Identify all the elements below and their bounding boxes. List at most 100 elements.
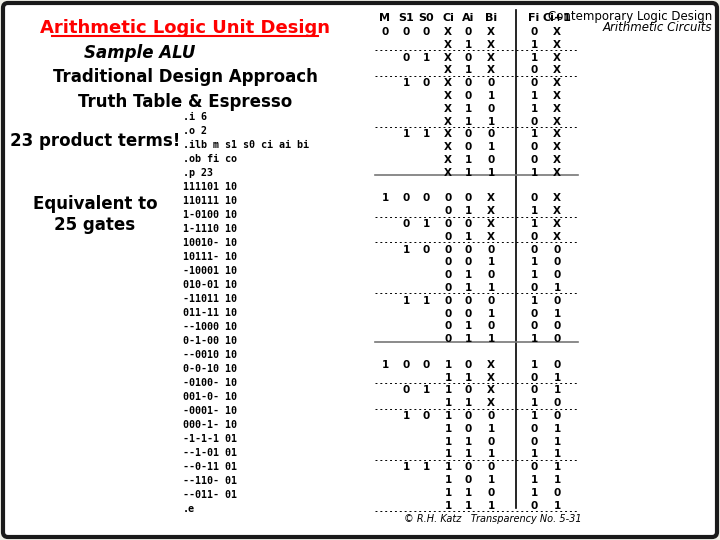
Text: 23 product terms!: 23 product terms! bbox=[10, 132, 180, 150]
Text: Equivalent to
25 gates: Equivalent to 25 gates bbox=[32, 195, 157, 234]
Text: 1: 1 bbox=[487, 117, 495, 126]
Text: 0: 0 bbox=[444, 245, 451, 254]
Text: 0: 0 bbox=[444, 206, 451, 216]
Text: 1: 1 bbox=[531, 449, 538, 460]
Text: 0: 0 bbox=[464, 296, 472, 306]
Text: M: M bbox=[379, 13, 390, 23]
Text: 0: 0 bbox=[487, 78, 495, 88]
Text: 1: 1 bbox=[554, 462, 561, 472]
Text: X: X bbox=[553, 206, 561, 216]
Text: Fi: Fi bbox=[528, 13, 539, 23]
Text: 1: 1 bbox=[444, 437, 451, 447]
Text: --0-11 01: --0-11 01 bbox=[183, 462, 237, 472]
Text: 1: 1 bbox=[554, 501, 561, 511]
Text: 0: 0 bbox=[554, 270, 561, 280]
Text: 0: 0 bbox=[531, 193, 538, 204]
Text: 1: 1 bbox=[531, 411, 538, 421]
Text: 1: 1 bbox=[464, 168, 472, 178]
Text: 0: 0 bbox=[464, 219, 472, 229]
Text: 1: 1 bbox=[464, 283, 472, 293]
Text: 000-1- 10: 000-1- 10 bbox=[183, 420, 237, 430]
Text: X: X bbox=[553, 78, 561, 88]
Text: 0: 0 bbox=[402, 219, 410, 229]
Text: 110111 10: 110111 10 bbox=[183, 196, 237, 206]
Text: .p 23: .p 23 bbox=[183, 168, 213, 178]
Text: 0: 0 bbox=[487, 488, 495, 498]
Text: X: X bbox=[444, 104, 452, 114]
Text: -11011 10: -11011 10 bbox=[183, 294, 237, 304]
Text: 1-1110 10: 1-1110 10 bbox=[183, 224, 237, 234]
Text: 0: 0 bbox=[531, 27, 538, 37]
Text: 1: 1 bbox=[464, 449, 472, 460]
Text: 0: 0 bbox=[487, 130, 495, 139]
Text: X: X bbox=[487, 398, 495, 408]
Text: S0: S0 bbox=[418, 13, 434, 23]
Text: 0: 0 bbox=[402, 360, 410, 370]
Text: X: X bbox=[444, 91, 452, 101]
Text: 1: 1 bbox=[531, 168, 538, 178]
Text: 10010- 10: 10010- 10 bbox=[183, 238, 237, 248]
Text: 0: 0 bbox=[531, 386, 538, 395]
Text: X: X bbox=[487, 219, 495, 229]
Text: 111101 10: 111101 10 bbox=[183, 182, 237, 192]
Text: 0: 0 bbox=[531, 437, 538, 447]
Text: -10001 10: -10001 10 bbox=[183, 266, 237, 276]
Text: 0: 0 bbox=[423, 78, 430, 88]
Text: 1: 1 bbox=[464, 501, 472, 511]
Text: 0: 0 bbox=[464, 411, 472, 421]
Text: 0: 0 bbox=[464, 193, 472, 204]
Text: 0-0-10 10: 0-0-10 10 bbox=[183, 364, 237, 374]
Text: 0: 0 bbox=[554, 411, 561, 421]
Text: 0: 0 bbox=[423, 411, 430, 421]
Text: Ci: Ci bbox=[442, 13, 454, 23]
Text: 0: 0 bbox=[464, 475, 472, 485]
Text: X: X bbox=[444, 130, 452, 139]
Text: 1: 1 bbox=[531, 206, 538, 216]
Text: 1: 1 bbox=[423, 296, 430, 306]
Text: 1: 1 bbox=[554, 475, 561, 485]
Text: 010-01 10: 010-01 10 bbox=[183, 280, 237, 290]
Text: 1: 1 bbox=[531, 130, 538, 139]
Text: 1: 1 bbox=[464, 270, 472, 280]
Text: 0: 0 bbox=[554, 321, 561, 332]
Text: 0: 0 bbox=[402, 27, 410, 37]
Text: 0: 0 bbox=[531, 373, 538, 383]
Text: Ci+1: Ci+1 bbox=[543, 13, 572, 23]
Text: 0: 0 bbox=[554, 296, 561, 306]
Text: X: X bbox=[553, 219, 561, 229]
Text: 0: 0 bbox=[487, 104, 495, 114]
Text: 1: 1 bbox=[444, 411, 451, 421]
Text: 0: 0 bbox=[464, 462, 472, 472]
Text: 1: 1 bbox=[464, 321, 472, 332]
Text: 0: 0 bbox=[444, 296, 451, 306]
Text: 1: 1 bbox=[464, 437, 472, 447]
Text: 1: 1 bbox=[487, 142, 495, 152]
Text: 1: 1 bbox=[531, 296, 538, 306]
Text: 0: 0 bbox=[554, 258, 561, 267]
Text: X: X bbox=[487, 232, 495, 242]
Text: 1: 1 bbox=[554, 283, 561, 293]
Text: 1: 1 bbox=[464, 232, 472, 242]
Text: 1: 1 bbox=[464, 104, 472, 114]
Text: 0: 0 bbox=[402, 52, 410, 63]
Text: 1: 1 bbox=[402, 78, 410, 88]
Text: 0: 0 bbox=[464, 130, 472, 139]
Text: 1: 1 bbox=[487, 501, 495, 511]
Text: X: X bbox=[553, 130, 561, 139]
Text: 0: 0 bbox=[531, 424, 538, 434]
Text: 0: 0 bbox=[554, 360, 561, 370]
Text: 1: 1 bbox=[402, 296, 410, 306]
Text: 0: 0 bbox=[487, 155, 495, 165]
Text: 1: 1 bbox=[487, 168, 495, 178]
Text: X: X bbox=[553, 117, 561, 126]
Text: 0: 0 bbox=[531, 245, 538, 254]
Text: 1: 1 bbox=[464, 488, 472, 498]
Text: 0: 0 bbox=[487, 437, 495, 447]
Text: 1: 1 bbox=[487, 91, 495, 101]
Text: 1: 1 bbox=[464, 206, 472, 216]
Text: .o 2: .o 2 bbox=[183, 126, 207, 136]
Text: X: X bbox=[553, 52, 561, 63]
Text: 0: 0 bbox=[382, 27, 389, 37]
Text: 0: 0 bbox=[423, 27, 430, 37]
Text: 0: 0 bbox=[464, 78, 472, 88]
